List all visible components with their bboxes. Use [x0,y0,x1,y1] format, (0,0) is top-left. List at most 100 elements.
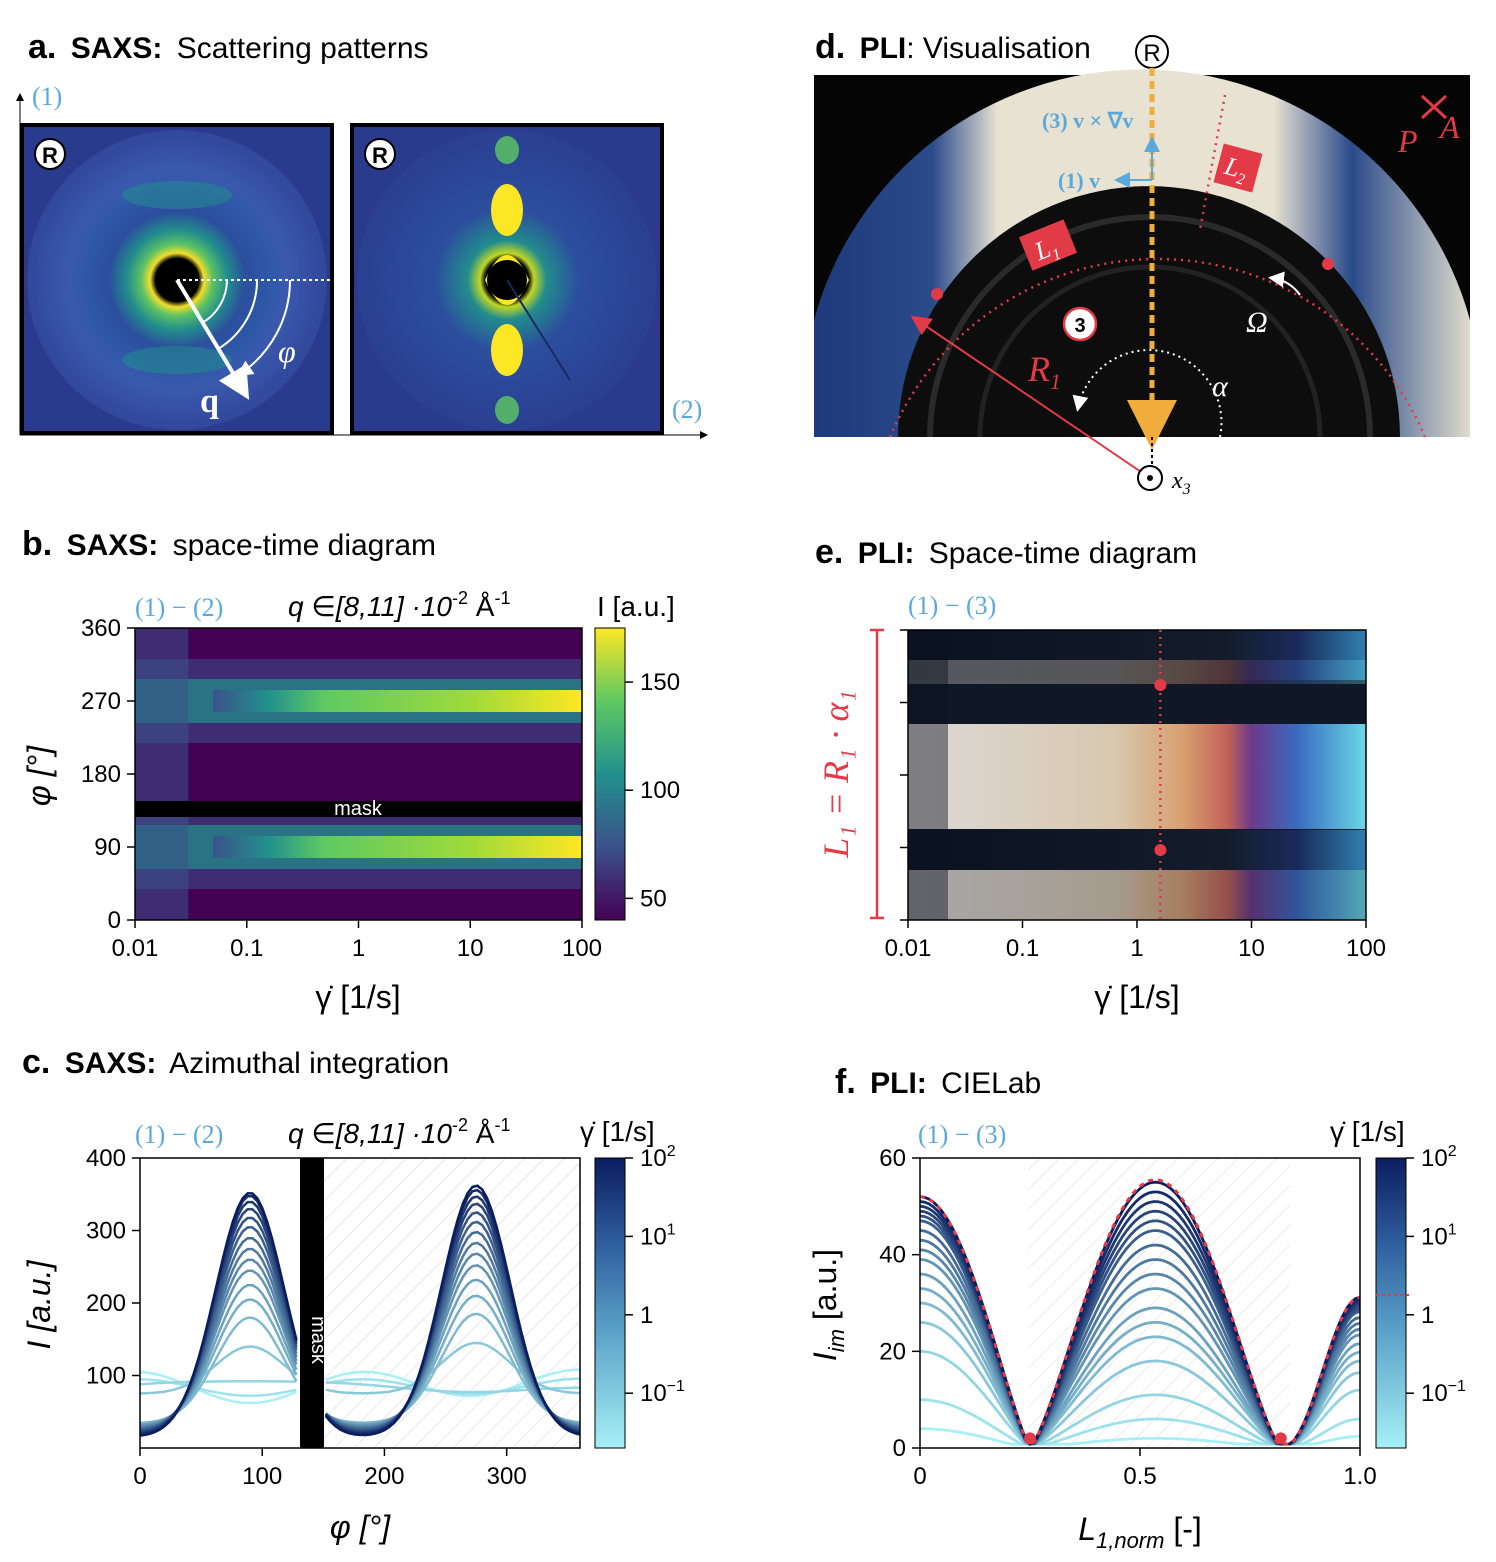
panel-c-direction: (1) − (2) [135,1120,223,1149]
ytick-label-c-0: 100 [86,1363,126,1390]
polarizer-cross-2 [1420,94,1448,120]
saxs-spot-bottom [491,324,523,376]
panel-b-xlabel: γ̇ [1/s] [315,979,400,1015]
band-core-0 [213,836,582,858]
cbar-c-label-1: 1 [640,1302,653,1329]
saxs-spot-bottom-2 [495,396,519,424]
cbar-f-label-2: 101 [1421,1221,1457,1250]
panel-c-prefix: SAXS: [65,1047,157,1080]
plot-f-hatch [1028,1158,1290,1448]
panel-f-cbar-label: γ̇ [1/s] [1330,1116,1405,1147]
heatmap-b-axes: 0 90 180 270 360 0.01 0.1 1 10 100 [81,615,602,962]
panel-e-heading: Space-time diagram [929,537,1197,570]
ytick-label-f-0: 0 [893,1435,906,1462]
panel-a-heading: Scattering patterns [177,32,429,65]
marker-3 [1062,306,1098,342]
beamstop-holder [506,279,571,381]
curve-c-16 [139,1184,581,1437]
panel-b-qrange: q ∈[8,11] ·10-2 Å-1 [288,588,510,622]
panel-f-letter: f. [835,1063,856,1101]
colorbar-b-ticks: 50 100 150 [625,669,680,912]
panel-e-prefix: PLI: [858,537,915,570]
curve-f-reference [919,1178,1361,1446]
xtick-label-f-1: 0.5 [1123,1463,1156,1490]
ytick-label-f-2: 40 [879,1242,906,1269]
panel-e-title: e. PLI: Space-time diagram [815,533,1197,571]
panel-f-direction: (1) − (3) [918,1120,1006,1149]
panel-c-ylabel: I [a.u.] [21,1259,57,1349]
colorbar-f [1375,1157,1407,1449]
marker-3-text: 3 [1074,315,1085,337]
xtick-label-f-2: 1.0 [1343,1463,1376,1490]
saxs-spot-top [491,184,523,236]
ytick-label-b-2: 180 [81,761,121,788]
pli-band-dark-2 [908,830,1366,870]
xtick-label-e-2: 1 [1130,935,1143,962]
ytick-label-f-1: 20 [879,1338,906,1365]
panel-d: d. PLI: Visualisation R x3 R1 α Ω 3 L1 L… [814,28,1470,498]
xtick-label-f-0: 0 [913,1463,926,1490]
pli-dot-left [931,288,943,300]
saxs-lobe-top [122,181,232,209]
x3-dot [1147,475,1153,481]
band-left-shade [135,628,189,920]
cbar-b-label-0: 50 [640,885,667,912]
xtick-label-c-0: 0 [133,1463,146,1490]
ytick-label-b-1: 90 [94,834,121,861]
panel-a-letter: a. [28,28,56,66]
panel-c-heading: Azimuthal integration [169,1047,449,1080]
pli-band-lower [908,870,1366,920]
panel-d-title: d. PLI: Visualisation [815,28,1091,66]
panel-b-prefix: SAXS: [67,529,159,562]
heatmap-b-bands [135,628,582,920]
mask-label-c: mask [307,1316,329,1365]
cbar-f-label-0: 10−1 [1421,1378,1466,1407]
L1-box [1019,219,1077,271]
colorbar-c-ticks: 10−1 1 101 102 [625,1143,685,1407]
plot-f-axes: 0 20 40 60 0 0.5 1.0 [879,1145,1376,1490]
pli-space-time-axes: 0.01 0.1 1 10 100 [885,629,1386,962]
xtick-label-b-1: 0.1 [230,935,263,962]
panel-d-heading: : Visualisation [906,32,1091,65]
polarizer-label: P [1397,123,1418,159]
vector-1-label: (1) v [1058,168,1100,193]
xtick-label-e-3: 10 [1238,935,1265,962]
xtick-label-e-4: 100 [1346,935,1386,962]
xtick-label-c-3: 300 [487,1463,527,1490]
q-vector-arrow [175,278,250,400]
xtick-label-b-2: 1 [352,935,365,962]
mask-band-c [300,1158,324,1448]
omega-arrow [1268,271,1301,296]
saxs-spot-top-2 [495,136,519,164]
panel-e-side-label: L₁ = R₁ · α₁ [816,690,856,859]
pli-band-faint-1 [908,660,1366,684]
colorbar-c [594,1157,626,1449]
panel-e-letter: e. [815,533,843,571]
panel-c-qrange: q ∈[8,11] ·10-2 Å-1 [288,1115,510,1149]
pli-left-shade [908,630,948,920]
xtick-label-c-2: 200 [364,1463,404,1490]
ytick-label-c-3: 400 [86,1145,126,1172]
ytick-label-f-3: 60 [879,1145,906,1172]
panel-c-title: c. SAXS: Azimuthal integration [22,1043,449,1081]
analyzer-label: A [1438,109,1460,145]
alpha-arc [1072,349,1223,438]
alpha-label: α [1212,370,1229,403]
mask-band-b [135,801,582,817]
plot-c-axes: 100 200 300 400 0 100 200 300 [86,1145,527,1490]
phi-arc-2 [217,279,259,350]
cbar-c-label-2: 101 [640,1221,676,1250]
cbar-c-label-3: 102 [640,1143,676,1172]
pli-L2-line [1198,94,1227,231]
saxs-lobe-bottom [122,346,232,374]
panel-c-letter: c. [22,1043,50,1081]
axis1-label: (1) [32,82,62,111]
q-label: q [200,383,219,420]
x3-label: x3 [1171,468,1191,498]
xtick-label-e-1: 0.1 [1006,935,1039,962]
pli-band-bright [908,724,1366,829]
colorbar-b [594,627,626,921]
panel-a: a. SAXS: Scattering patterns (1) (2) q φ… [16,28,708,439]
L2-box [1213,143,1263,193]
